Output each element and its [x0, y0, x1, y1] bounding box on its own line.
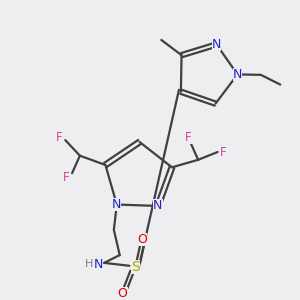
Text: F: F	[56, 131, 63, 144]
Text: N: N	[212, 38, 221, 51]
Text: N: N	[94, 258, 103, 271]
Text: S: S	[131, 260, 140, 274]
Text: N: N	[153, 200, 163, 212]
Text: H: H	[85, 259, 94, 269]
Text: F: F	[185, 131, 192, 144]
Text: F: F	[220, 146, 227, 158]
Text: F: F	[63, 171, 70, 184]
Text: N: N	[233, 68, 242, 81]
Text: O: O	[118, 287, 128, 300]
Text: O: O	[137, 233, 147, 246]
Text: N: N	[112, 198, 122, 211]
